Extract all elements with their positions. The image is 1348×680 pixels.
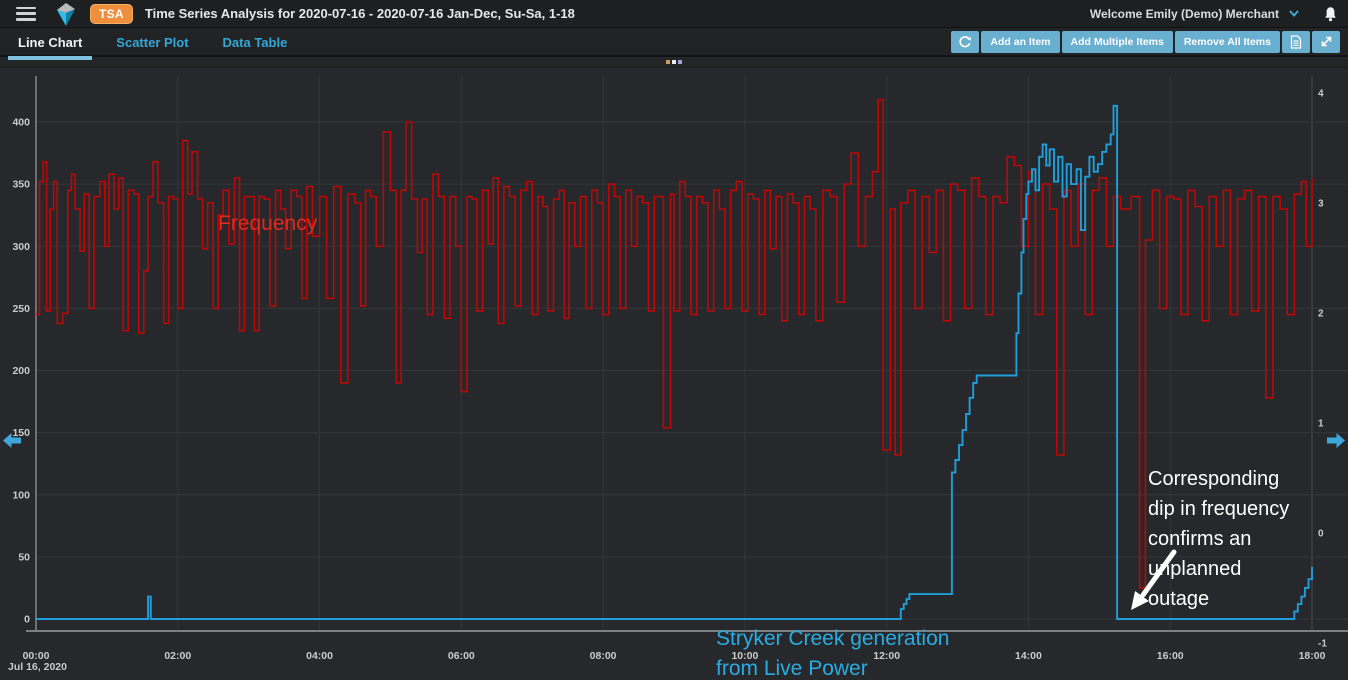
expand-icon xyxy=(1321,36,1331,47)
y-axis-left-tick-label: 0 xyxy=(24,614,30,626)
outage-annotation-line: unplanned xyxy=(1148,558,1242,580)
chart-panel: 0 50 100 150 200 250 300 350 400 4 3 2 1 0 -1 00:00 02:0… xyxy=(0,68,1348,680)
report-button[interactable] xyxy=(1282,30,1310,53)
annotation-arrow-shaft xyxy=(1140,549,1177,598)
tab-scatter-plot[interactable]: Scatter Plot xyxy=(116,34,189,50)
arrow-right-icon xyxy=(1327,433,1345,448)
refresh-button[interactable] xyxy=(951,30,980,53)
outage-annotation-line: outage xyxy=(1148,588,1210,610)
y-axis-left-tick-label: 250 xyxy=(12,303,30,315)
y-axis-left-tick-label: 400 xyxy=(12,117,30,129)
arrow-left-icon xyxy=(3,433,21,448)
pan-right-button[interactable] xyxy=(1325,431,1347,451)
outage-annotation-line: dip in frequency xyxy=(1148,498,1290,520)
pan-left-button[interactable] xyxy=(1,431,23,451)
outage-annotation-line: Corresponding xyxy=(1148,468,1280,490)
annotation-arrow-head xyxy=(1131,591,1149,610)
generation-series-label-line2: from Live Power xyxy=(716,657,868,680)
generation-series-label: Stryker Creek generation from Live Power xyxy=(716,624,949,680)
bell-icon[interactable] xyxy=(1323,6,1338,22)
splitter-handle[interactable] xyxy=(666,60,682,64)
tab-data-table[interactable]: Data Table xyxy=(222,34,288,50)
x-axis-tick-label: 02:00 xyxy=(164,650,191,662)
y-axis-left-tick-label: 300 xyxy=(12,241,30,253)
chevron-down-icon[interactable] xyxy=(1289,10,1299,17)
x-axis-tick-label: 12:00 xyxy=(873,650,900,662)
y-axis-left-tick-label: 350 xyxy=(12,179,30,191)
frequency-series-line xyxy=(36,98,1313,589)
y-axis-right-tick-label: 2 xyxy=(1318,309,1324,320)
generation-series-label-line1: Stryker Creek generation xyxy=(716,627,950,650)
x-axis-tick-label: 14:00 xyxy=(1015,650,1042,662)
x-axis-tick-label: 06:00 xyxy=(448,650,475,662)
x-axis-tick-label: 16:00 xyxy=(1157,650,1184,662)
x-axis-tick-label: 10:00 xyxy=(731,650,758,662)
page-title: Time Series Analysis for 2020-07-16 - 20… xyxy=(144,6,575,21)
frequency-series-label: Frequency xyxy=(218,212,318,235)
user-menu-label[interactable]: Welcome Emily (Demo) Merchant xyxy=(1089,6,1279,21)
tab-line-chart[interactable]: Line Chart xyxy=(8,30,93,60)
generation-series-line xyxy=(36,104,1313,620)
app-logo-icon xyxy=(54,1,78,27)
y-axis-right-tick-label: -1 xyxy=(1318,639,1327,650)
y-axis-left-tick-label: 100 xyxy=(12,489,30,501)
add-item-button[interactable]: Add an Item xyxy=(981,30,1060,53)
y-axis-right-tick-label: 3 xyxy=(1318,199,1324,210)
tab-bar: Line Chart Scatter Plot Data Table Add a… xyxy=(0,28,1348,60)
top-bar: TSA Time Series Analysis for 2020-07-16 … xyxy=(0,0,1348,28)
document-icon xyxy=(1290,34,1302,49)
add-multiple-items-button[interactable]: Add Multiple Items xyxy=(1061,30,1173,53)
panel-splitter[interactable] xyxy=(0,57,1348,68)
line-chart-canvas: 0 50 100 150 200 250 300 350 400 4 3 2 1 0 -1 00:00 02:0… xyxy=(8,76,1348,673)
fullscreen-button[interactable] xyxy=(1312,30,1340,53)
hamburger-menu-icon[interactable] xyxy=(16,6,36,21)
x-axis-tick-label: 04:00 xyxy=(306,650,333,662)
outage-annotation-line: confirms an xyxy=(1148,528,1252,550)
tsa-badge: TSA xyxy=(90,3,133,24)
x-axis-tick-label: 18:00 xyxy=(1299,650,1326,662)
refresh-icon xyxy=(959,35,972,47)
x-axis-tick-label: 00:00 xyxy=(23,650,50,662)
y-axis-left-tick-label: 200 xyxy=(12,365,30,377)
chart-toolbar: Add an Item Add Multiple Items Remove Al… xyxy=(951,30,1340,53)
y-axis-right-tick-label: 1 xyxy=(1318,419,1324,430)
remove-all-items-button[interactable]: Remove All Items xyxy=(1174,30,1280,53)
y-axis-left-tick-label: 50 xyxy=(18,551,30,563)
x-axis-date-label: Jul 16, 2020 xyxy=(8,661,67,673)
y-axis-right-tick-label: 0 xyxy=(1318,529,1324,540)
x-axis-tick-label: 08:00 xyxy=(590,650,617,662)
y-axis-left-tick-label: 150 xyxy=(12,427,30,439)
y-axis-right-tick-label: 4 xyxy=(1318,89,1324,100)
outage-annotation: Corresponding dip in frequency confirms … xyxy=(1148,464,1289,614)
